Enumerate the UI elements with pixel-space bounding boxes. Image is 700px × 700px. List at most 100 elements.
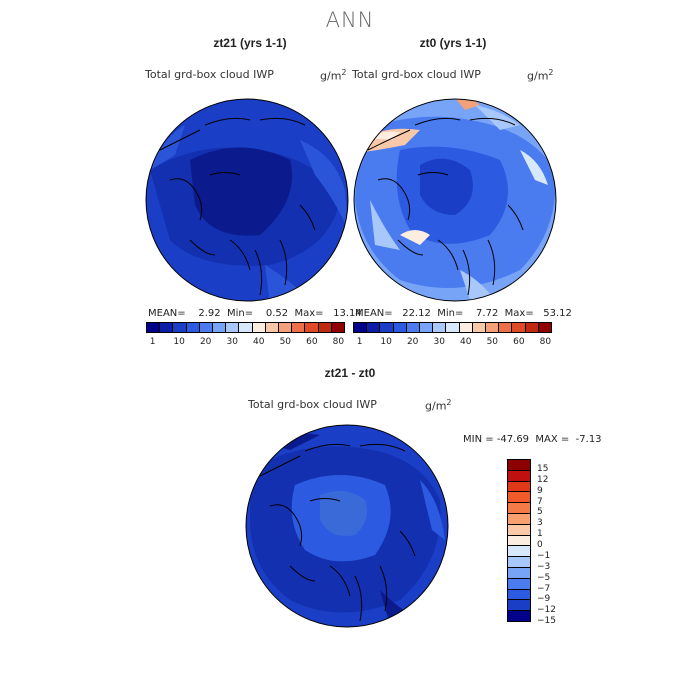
legend-label: 3 — [537, 518, 543, 529]
panel-2-units: g/m2 — [527, 68, 554, 83]
colorbar-swatch — [538, 323, 552, 332]
legend-label: 15 — [537, 464, 549, 474]
legend-label: −3 — [537, 561, 551, 572]
colorbar-swatch — [433, 323, 447, 332]
panel-1-variable: Total grd-box cloud IWP — [145, 68, 274, 81]
colorbar-swatch — [147, 323, 161, 332]
colorbar-tick-label: 30 — [433, 337, 445, 347]
colorbar-tick-label: 60 — [306, 337, 318, 347]
panel-3-title: zt21 - zt0 — [324, 366, 376, 380]
colorbar-tick-label: 30 — [226, 337, 238, 347]
legend-swatch — [508, 470, 530, 482]
panel-2-variable: Total grd-box cloud IWP — [352, 68, 481, 81]
legend-label: −1 — [537, 550, 551, 561]
legend-swatch — [508, 600, 530, 612]
legend-swatch — [508, 524, 530, 536]
legend-swatch — [508, 578, 530, 590]
colorbar-tick-label: 50 — [486, 337, 499, 347]
legend-swatch — [508, 503, 530, 514]
map-zt21-border — [145, 98, 349, 302]
legend-label: −5 — [537, 572, 551, 583]
colorbar-swatch — [420, 323, 434, 332]
panel-1-title: zt21 (yrs 1-1) — [213, 36, 287, 50]
panel-3-legend — [507, 459, 531, 622]
colorbar-swatch — [486, 323, 500, 332]
panel-2-stats: MEAN= 22.12 Min= 7.72 Max= 53.12 — [355, 308, 572, 319]
panel-1-colorbar — [146, 322, 345, 333]
colorbar-swatch — [292, 323, 306, 332]
legend-label: 5 — [537, 507, 543, 518]
colorbar-swatch — [380, 323, 394, 332]
map-zt0 — [354, 99, 556, 301]
figure-title: ANN — [325, 8, 375, 32]
colorbar-tick-label: 60 — [513, 337, 525, 347]
legend-label: 7 — [537, 496, 543, 507]
legend-label: 12 — [537, 474, 549, 485]
legend-swatch — [508, 460, 530, 471]
legend-label: 1 — [537, 529, 543, 540]
colorbar-swatch — [446, 323, 460, 332]
panel-2-title: zt0 (yrs 1-1) — [419, 36, 487, 50]
colorbar-swatch — [459, 323, 473, 332]
legend-swatch — [508, 567, 530, 579]
colorbar-swatch — [239, 323, 253, 332]
panel-1-units: g/m2 — [320, 68, 347, 83]
colorbar-tick-label: 1 — [356, 337, 363, 347]
legend-swatch — [508, 481, 530, 493]
panel-1-stats: MEAN= 2.92 Min= 0.52 Max= 13.14 — [148, 308, 362, 319]
colorbar-swatch — [512, 323, 526, 332]
panel-2-colorbar — [353, 322, 552, 333]
colorbar-swatch — [406, 323, 421, 332]
colorbar-swatch — [525, 323, 539, 332]
panel-3-units: g/m2 — [425, 398, 452, 413]
panel-3-stats: MIN = -47.69 MAX = -7.13 — [463, 434, 602, 445]
colorbar-tick-label: 50 — [279, 337, 292, 347]
map-diff — [246, 425, 448, 627]
map-zt0-border — [353, 98, 557, 302]
colorbar-tick-label: 20 — [406, 337, 419, 347]
colorbar-swatch — [160, 323, 174, 332]
legend-swatch — [508, 589, 530, 601]
colorbar-swatch — [279, 323, 293, 332]
colorbar-swatch — [213, 323, 227, 332]
map-diff-border — [245, 424, 449, 628]
colorbar-swatch — [499, 323, 513, 332]
colorbar-swatch — [318, 323, 332, 332]
legend-label: −9 — [537, 594, 551, 605]
colorbar-swatch — [226, 323, 240, 332]
colorbar-tick-label: 1 — [149, 337, 156, 347]
colorbar-tick-label: 40 — [460, 337, 472, 347]
legend-label: 0 — [537, 540, 543, 551]
colorbar-swatch — [331, 323, 345, 332]
legend-swatch — [508, 535, 530, 547]
legend-swatch — [508, 492, 530, 504]
legend-label: 9 — [537, 485, 543, 496]
map-zt21 — [146, 99, 348, 301]
legend-label: −15 — [537, 616, 556, 627]
colorbar-swatch — [393, 323, 407, 332]
colorbar-tick-label: 10 — [173, 337, 185, 347]
colorbar-tick-label: 20 — [199, 337, 212, 347]
colorbar-tick-label: 80 — [332, 337, 345, 347]
legend-label: −12 — [537, 605, 556, 616]
legend-swatch — [508, 513, 530, 525]
colorbar-tick-label: 80 — [539, 337, 552, 347]
colorbar-swatch — [472, 323, 487, 332]
legend-swatch — [508, 557, 530, 568]
colorbar-swatch — [354, 323, 368, 332]
legend-label: −7 — [537, 583, 551, 594]
colorbar-swatch — [367, 323, 381, 332]
colorbar-swatch — [199, 323, 214, 332]
colorbar-swatch — [305, 323, 319, 332]
colorbar-tick-label: 10 — [380, 337, 392, 347]
colorbar-swatch — [252, 323, 266, 332]
colorbar-swatch — [265, 323, 280, 332]
legend-swatch — [508, 546, 530, 558]
colorbar-swatch — [173, 323, 187, 332]
colorbar-swatch — [186, 323, 200, 332]
colorbar-tick-label: 40 — [253, 337, 265, 347]
legend-swatch — [508, 611, 530, 621]
panel-3-variable: Total grd-box cloud IWP — [248, 398, 377, 411]
